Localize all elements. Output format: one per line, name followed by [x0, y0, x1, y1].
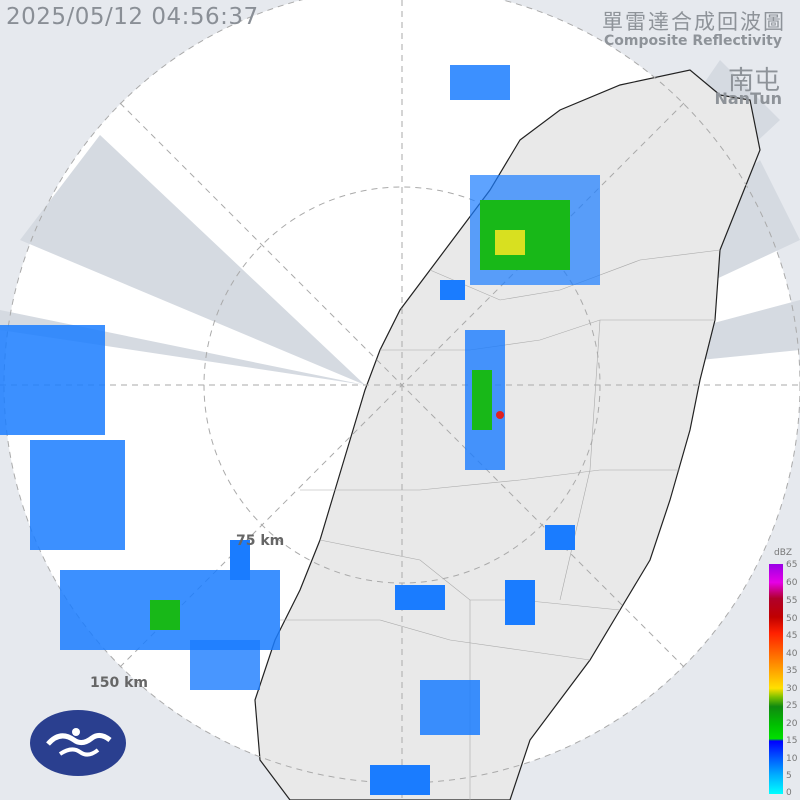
- radar-echoes: [0, 65, 600, 795]
- cwa-logo: [30, 710, 126, 776]
- legend-tick: 45: [786, 631, 798, 641]
- legend-tick: 50: [786, 614, 798, 624]
- legend-tick: 15: [786, 736, 798, 746]
- range-label-150: 150 km: [90, 675, 148, 691]
- station-name-english: NanTun: [714, 89, 782, 108]
- legend-tick: 5: [786, 771, 792, 781]
- cloud-swirl-icon: [46, 728, 112, 757]
- legend-tick: 65: [786, 560, 798, 570]
- station-name-chinese: 南屯: [727, 66, 780, 96]
- legend-tick: 60: [786, 578, 798, 588]
- title-english: Composite Reflectivity: [604, 33, 782, 49]
- range-label-75: 75 km: [236, 533, 285, 549]
- legend-color-bar: [769, 564, 783, 794]
- title-chinese: 單雷達合成回波圖: [602, 10, 786, 34]
- county-borders: [280, 249, 721, 800]
- legend-tick: 20: [786, 719, 798, 729]
- taiwan-island: [254, 69, 761, 800]
- legend-tick: 40: [786, 649, 798, 659]
- legend-tick: 25: [786, 701, 798, 711]
- legend-tick: 30: [786, 684, 798, 694]
- legend-unit: dBZ: [774, 548, 793, 558]
- dbz-color-legend: dBZ 65 60 55 50 45 40 35 30 25 20 15 10 …: [768, 548, 800, 800]
- legend-tick: 55: [786, 596, 798, 606]
- legend-tick: 0: [786, 788, 792, 798]
- legend-tick: 35: [786, 666, 798, 676]
- legend-tick: 10: [786, 754, 798, 764]
- timestamp: 2025/05/12 04:56:37: [6, 4, 259, 30]
